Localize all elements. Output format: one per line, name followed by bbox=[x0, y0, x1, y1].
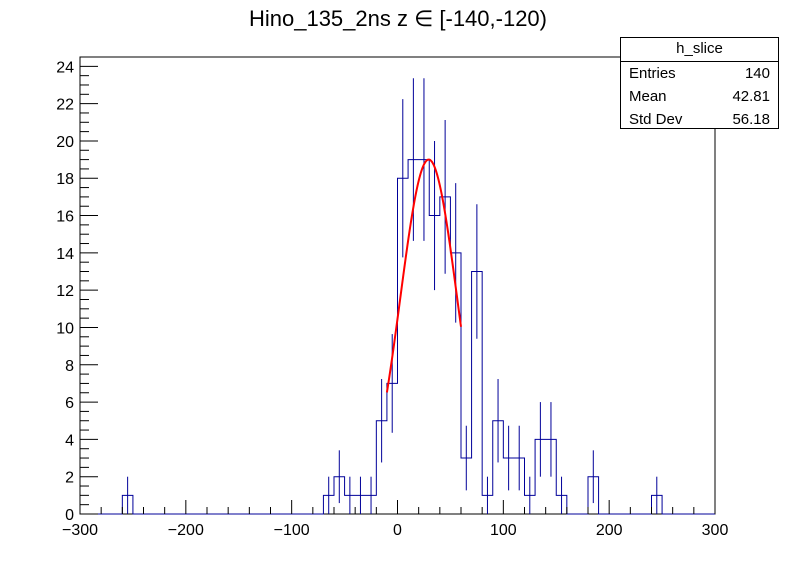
x-axis: −300 −200 −100 0 100 200 300 bbox=[62, 500, 728, 539]
x-tick-label: 300 bbox=[702, 522, 729, 539]
y-tick-label: 12 bbox=[56, 283, 74, 300]
x-tick-label: −200 bbox=[168, 522, 204, 539]
chart-title: Hino_135_2ns z ∈ [-140,-120) bbox=[248, 6, 547, 31]
y-tick-label: 10 bbox=[56, 320, 74, 337]
x-tick-label: −300 bbox=[62, 522, 98, 539]
y-tick-label: 24 bbox=[56, 59, 74, 76]
stats-row-stddev: Std Dev 56.18 bbox=[621, 108, 778, 131]
x-tick-label: −100 bbox=[274, 522, 310, 539]
y-tick-label: 0 bbox=[65, 507, 74, 524]
x-tick-label: 200 bbox=[596, 522, 623, 539]
y-tick-label: 6 bbox=[65, 395, 74, 412]
error-bars bbox=[127, 78, 658, 514]
stats-value: 56.18 bbox=[732, 111, 770, 128]
histogram-outline bbox=[80, 159, 715, 515]
stats-label: Mean bbox=[629, 88, 667, 105]
stats-row-entries: Entries 140 bbox=[621, 62, 778, 85]
stats-label: Std Dev bbox=[629, 111, 683, 128]
x-tick-label: 100 bbox=[490, 522, 517, 539]
y-tick-label: 4 bbox=[65, 432, 74, 449]
x-tick-label: 0 bbox=[393, 522, 402, 539]
y-tick-label: 2 bbox=[65, 470, 74, 487]
y-tick-label: 20 bbox=[56, 134, 74, 151]
stats-value: 140 bbox=[744, 65, 770, 82]
stats-row-mean: Mean 42.81 bbox=[621, 85, 778, 108]
y-tick-label: 16 bbox=[56, 209, 74, 226]
stats-label: Entries bbox=[629, 65, 676, 82]
y-tick-label: 22 bbox=[56, 97, 74, 114]
y-tick-label: 18 bbox=[56, 171, 74, 188]
stats-box-title: h_slice bbox=[621, 38, 778, 62]
gaussian-fit-curve bbox=[385, 158, 462, 393]
stats-value: 42.81 bbox=[732, 88, 770, 105]
y-tick-label: 14 bbox=[56, 246, 74, 263]
y-tick-label: 8 bbox=[65, 358, 74, 375]
stats-box: h_slice Entries 140 Mean 42.81 Std Dev 5… bbox=[620, 37, 779, 129]
